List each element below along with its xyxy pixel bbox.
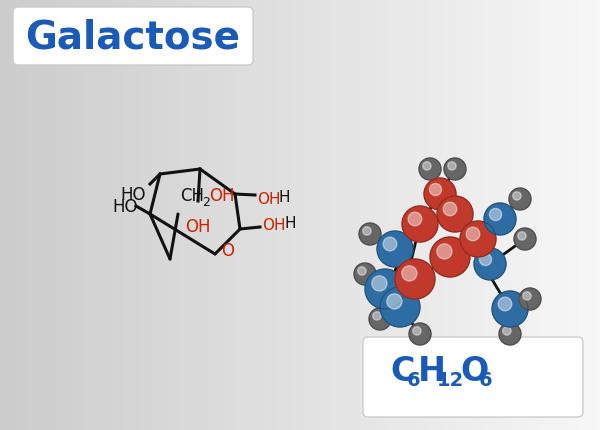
Circle shape	[423, 163, 431, 171]
Circle shape	[373, 312, 381, 320]
Circle shape	[365, 269, 405, 309]
Text: H: H	[279, 190, 290, 205]
Circle shape	[383, 237, 397, 251]
Circle shape	[518, 232, 526, 240]
Circle shape	[437, 244, 452, 259]
Circle shape	[448, 163, 456, 171]
Circle shape	[484, 203, 516, 236]
Circle shape	[359, 224, 381, 246]
Text: OH: OH	[185, 218, 211, 236]
Text: O: O	[460, 355, 488, 387]
Circle shape	[409, 323, 431, 345]
Circle shape	[513, 192, 521, 201]
Circle shape	[395, 259, 435, 299]
Circle shape	[466, 227, 480, 241]
Text: H: H	[284, 216, 296, 231]
Circle shape	[437, 197, 473, 233]
Circle shape	[413, 327, 421, 335]
Text: H: H	[418, 355, 446, 387]
Text: OH: OH	[262, 218, 286, 233]
Text: 6: 6	[479, 371, 493, 390]
Circle shape	[514, 228, 536, 250]
Text: 12: 12	[437, 371, 464, 390]
Circle shape	[523, 292, 531, 301]
Circle shape	[444, 159, 466, 181]
Circle shape	[498, 298, 512, 311]
Text: HO: HO	[120, 186, 146, 203]
Circle shape	[408, 212, 422, 226]
Circle shape	[377, 231, 413, 267]
FancyBboxPatch shape	[363, 337, 583, 417]
FancyBboxPatch shape	[13, 8, 253, 66]
Circle shape	[402, 266, 417, 281]
Circle shape	[503, 327, 511, 335]
Circle shape	[358, 267, 366, 276]
Circle shape	[479, 254, 491, 266]
Circle shape	[380, 287, 420, 327]
Circle shape	[460, 221, 496, 258]
Text: 6: 6	[407, 371, 421, 390]
Text: CH: CH	[180, 187, 204, 205]
Circle shape	[430, 237, 470, 277]
Text: O: O	[221, 241, 234, 259]
Text: OH: OH	[257, 192, 281, 207]
Circle shape	[419, 159, 441, 181]
Circle shape	[372, 276, 387, 291]
Circle shape	[424, 178, 456, 211]
Text: 2: 2	[202, 196, 210, 209]
Circle shape	[443, 203, 457, 216]
Circle shape	[499, 323, 521, 345]
Circle shape	[430, 184, 442, 196]
Circle shape	[519, 289, 541, 310]
Circle shape	[369, 308, 391, 330]
Circle shape	[474, 249, 506, 280]
Circle shape	[490, 209, 502, 221]
Circle shape	[402, 206, 438, 243]
Circle shape	[492, 291, 528, 327]
Circle shape	[387, 294, 402, 309]
Text: HO: HO	[112, 197, 137, 215]
Text: Galactose: Galactose	[25, 18, 241, 56]
Circle shape	[363, 227, 371, 236]
Circle shape	[354, 264, 376, 286]
Text: OH: OH	[209, 187, 235, 205]
Circle shape	[509, 189, 531, 211]
Text: C: C	[390, 355, 415, 387]
